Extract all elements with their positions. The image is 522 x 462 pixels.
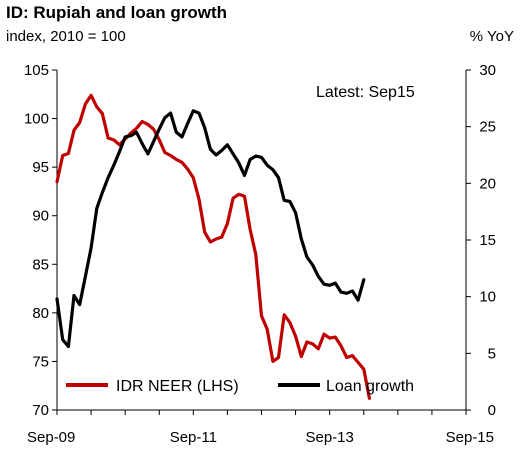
left-tick-label: 95	[32, 159, 49, 176]
chart-title: ID: Rupiah and loan growth	[6, 3, 227, 22]
left-tick-label: 80	[32, 305, 49, 322]
right-tick-label: 25	[479, 119, 496, 136]
right-axis-unit-label: % YoY	[469, 28, 514, 45]
x-tick-label: Sep-09	[27, 429, 75, 446]
x-tick-label: Sep-15	[446, 429, 494, 446]
x-tick-label: Sep-11	[170, 429, 217, 446]
left-tick-label: 75	[32, 353, 49, 370]
latest-annotation: Latest: Sep15	[316, 84, 415, 101]
right-tick-label: 15	[479, 232, 496, 249]
left-tick-label: 105	[24, 62, 49, 79]
legend-label-idr-neer: IDR NEER (LHS)	[116, 378, 239, 395]
right-tick-label: 30	[479, 62, 496, 79]
series-line-idr-neer-lhs	[55, 93, 371, 400]
right-tick-label: 20	[479, 175, 496, 192]
right-tick-label: 10	[479, 289, 496, 306]
right-tick-label: 0	[488, 402, 496, 419]
left-tick-label: 90	[32, 208, 49, 225]
series-line-loan-growth	[55, 109, 366, 349]
left-tick-label: 100	[24, 111, 49, 128]
legend-label-loan-growth: Loan growth	[326, 378, 414, 395]
x-tick-label: Sep-13	[305, 429, 353, 446]
axes-group: 70 75 80 85 90 95 100 105 0 5 10 15 20 25 30 Sep-09 Sep-…	[24, 62, 496, 446]
left-tick-label: 85	[32, 256, 49, 273]
series-group	[55, 93, 371, 400]
left-axis-unit-label: index, 2010 = 100	[6, 28, 126, 45]
right-tick-label: 5	[488, 345, 496, 362]
legend: IDR NEER (LHS) Loan growth	[66, 378, 414, 395]
left-tick-label: 70	[32, 402, 49, 419]
